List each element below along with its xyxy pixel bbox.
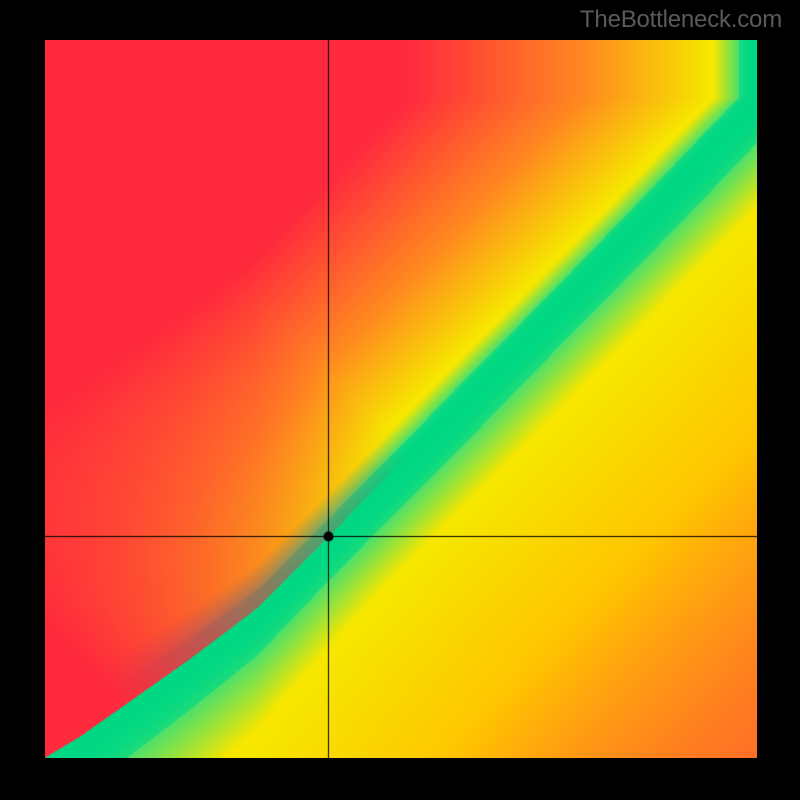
chart-frame: TheBottleneck.com [0, 0, 800, 800]
attribution-text: TheBottleneck.com [580, 6, 782, 34]
bottleneck-heatmap [45, 40, 757, 758]
